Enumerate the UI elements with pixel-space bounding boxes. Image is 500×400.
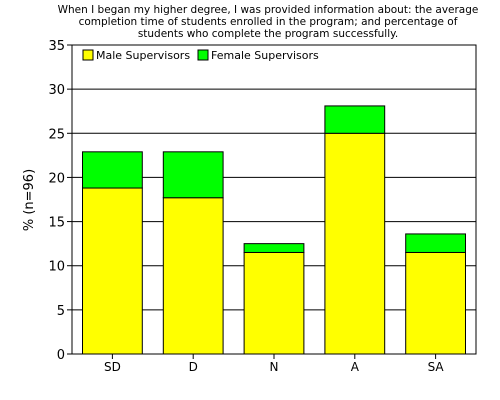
x-tick-label-sa: SA xyxy=(428,360,445,374)
y-tick-label: 20 xyxy=(48,171,65,186)
bar-male-sd xyxy=(82,187,143,355)
legend-swatch-female xyxy=(197,49,209,61)
bar-female-sd xyxy=(82,151,143,189)
y-tick-label: 5 xyxy=(57,304,65,319)
chart-title-line-3: students who complete the program succes… xyxy=(138,28,398,40)
y-tick-label: 15 xyxy=(48,216,65,231)
y-tick-label: 10 xyxy=(48,260,65,275)
y-tick-label: 0 xyxy=(57,348,65,363)
bar-male-sa xyxy=(405,251,466,355)
x-tick-label-d: D xyxy=(189,360,198,374)
x-tick-label-n: N xyxy=(270,360,279,374)
chart-title-line-2: completion time of students enrolled in … xyxy=(79,16,458,28)
x-tick-label-a: A xyxy=(351,360,360,374)
bar-male-d xyxy=(162,197,224,355)
y-tick-label: 35 xyxy=(48,39,65,54)
bar-female-d xyxy=(162,151,224,199)
bar-female-a xyxy=(324,105,386,134)
bar-female-sa xyxy=(405,233,466,253)
chart-title-line-1: When I began my higher degree, I was pro… xyxy=(58,4,479,16)
legend-label-female: Female Supervisors xyxy=(211,49,319,62)
bar-male-n xyxy=(243,251,305,355)
plot-frame xyxy=(71,44,477,355)
y-tick-label: 30 xyxy=(48,83,65,98)
x-tick-label-sd: SD xyxy=(104,360,121,374)
y-axis-title: % (n=96) xyxy=(22,169,37,231)
legend: Male Supervisors Female Supervisors xyxy=(82,49,319,62)
legend-swatch-male xyxy=(82,49,94,61)
bar-female-n xyxy=(243,243,305,253)
bar-male-a xyxy=(324,132,386,355)
y-tick-label: 25 xyxy=(48,127,65,142)
legend-label-male: Male Supervisors xyxy=(96,49,190,62)
